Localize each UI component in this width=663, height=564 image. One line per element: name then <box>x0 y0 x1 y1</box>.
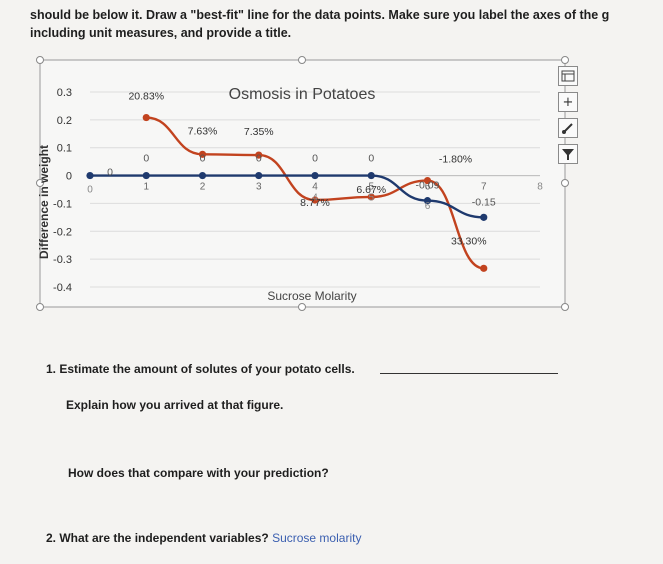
chart-tools: + <box>558 66 582 164</box>
selection-handle-7 <box>561 303 569 311</box>
x-tick-label: 1 <box>143 182 149 193</box>
selection-handle-4 <box>561 179 569 187</box>
filter-icon[interactable] <box>558 144 578 164</box>
data-label: 6.67% <box>356 184 386 196</box>
series-0-point <box>198 150 207 158</box>
layout-icon[interactable] <box>558 66 578 86</box>
data-label: -0.15 <box>472 196 496 208</box>
y-tick-label: 0.2 <box>57 115 72 127</box>
data-label: 8.77% <box>300 197 330 209</box>
data-label: 0 <box>312 153 318 165</box>
selection-handle-2 <box>561 56 569 64</box>
instructions-line-1: should be below it. Draw a "best-fit" li… <box>30 8 610 22</box>
stray-label: 8 <box>537 182 543 193</box>
data-label: -0.09 <box>416 180 440 192</box>
selection-handle-3 <box>36 179 44 187</box>
series-0-point <box>367 193 375 201</box>
question-2-answer: Sucrose molarity <box>272 531 362 545</box>
y-tick-label: -0.2 <box>53 226 72 238</box>
instructions: should be below it. Draw a "best-fit" li… <box>30 6 663 42</box>
plus-icon[interactable]: + <box>558 92 578 112</box>
chart-frame[interactable]: 0.3 0.2 0.1 0 -0.1 -0.2 -0.3 -0.4 1 2 3 4 5 6 7 Osmosis… <box>30 52 575 317</box>
series-0-point <box>255 151 263 159</box>
y-tick-label: 0 <box>66 171 72 183</box>
series-1-point <box>86 171 94 180</box>
data-label: 7.35% <box>244 126 274 138</box>
series-0-point <box>311 196 319 204</box>
series-1-point <box>480 213 488 221</box>
y-axis-title: Difference in weight <box>37 145 51 259</box>
x-tick-label: 3 <box>256 182 262 193</box>
series-1-point <box>198 171 207 180</box>
x-axis-title: Sucrose Molarity <box>267 289 356 303</box>
y-tick-label: -0.1 <box>53 198 72 210</box>
answer-line[interactable] <box>380 373 558 374</box>
y-tick-label: 0.3 <box>57 87 72 99</box>
stray-label: 6 <box>425 201 431 212</box>
instructions-line-2: including unit measures, and provide a t… <box>30 26 292 40</box>
stray-label: 0 <box>87 184 93 195</box>
series-1-point <box>423 197 432 205</box>
data-label: 0 <box>107 167 113 179</box>
data-label: 33.30% <box>451 235 487 247</box>
selection-handle-0 <box>36 56 44 64</box>
x-tick-label: 7 <box>481 182 487 193</box>
selection-handle-6 <box>298 303 306 311</box>
layout-icon-graphic <box>561 70 575 82</box>
question-2-text: 2. What are the independent variables? <box>46 531 269 545</box>
series-1-point <box>367 171 375 180</box>
y-tick-label: -0.4 <box>53 282 72 294</box>
question-1-explain: Explain how you arrived at that figure. <box>66 398 284 412</box>
series-1-point <box>142 171 150 180</box>
series-0-point <box>480 264 488 272</box>
x-tick-label: 2 <box>200 182 206 193</box>
question-1-compare: How does that compare with your predicti… <box>68 466 329 480</box>
y-tick-label: 0.1 <box>57 143 72 155</box>
question-2: 2. What are the independent variables? S… <box>46 531 361 545</box>
question-1: 1. Estimate the amount of solutes of you… <box>46 362 355 376</box>
paintbrush-icon-graphic <box>562 123 573 134</box>
y-tick-label: -0.3 <box>53 254 72 266</box>
data-label: 0 <box>143 153 149 165</box>
selection-handle-5 <box>36 303 44 311</box>
chart-title: Osmosis in Potatoes <box>229 86 376 103</box>
data-label: -1.80% <box>439 154 472 166</box>
paintbrush-icon[interactable] <box>558 118 578 138</box>
series-0-point <box>423 176 432 185</box>
x-tick-label: 4 <box>312 182 318 193</box>
stray-label: 5 <box>368 193 374 204</box>
data-label: 0 <box>256 153 262 165</box>
data-label: 20.83% <box>128 91 164 103</box>
x-tick-label: 5 <box>368 182 374 193</box>
series-1-point <box>255 171 263 180</box>
series-0-point <box>142 113 150 122</box>
data-label: 0 <box>200 153 206 165</box>
stray-label: 4 <box>312 193 318 204</box>
data-label: 0 <box>368 153 374 165</box>
selection-handle-1 <box>298 56 306 64</box>
series-1-point <box>311 171 319 180</box>
filter-icon-graphic <box>562 149 574 160</box>
osmosis-chart[interactable]: 0.3 0.2 0.1 0 -0.1 -0.2 -0.3 -0.4 1 2 3 4 5 6 7 Osmosis… <box>30 52 575 317</box>
data-label: 7.63% <box>188 125 218 137</box>
x-tick-label: 6 <box>425 182 431 193</box>
